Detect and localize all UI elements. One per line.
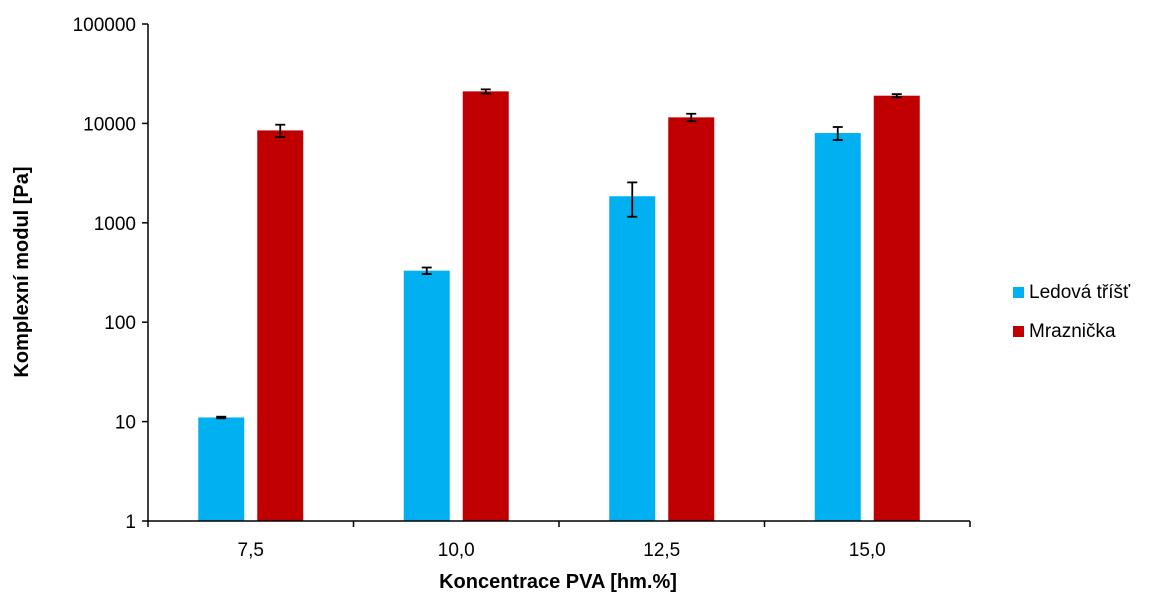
bar: [462, 91, 509, 521]
y-tick-label: 10: [115, 413, 136, 434]
legend-label-series-2: Mraznička: [1029, 321, 1116, 342]
bar: [814, 133, 861, 522]
bar: [198, 417, 245, 521]
plot-area: [198, 88, 920, 522]
legend: Ledová tříšť Mraznička: [1013, 282, 1131, 342]
y-tick-label: 100000: [73, 15, 136, 36]
error-bar: [275, 123, 286, 138]
y-tick-label: 1000: [94, 214, 136, 235]
error-bar: [480, 88, 491, 95]
x-tick-label: 10,0: [438, 540, 475, 561]
bar: [609, 196, 656, 521]
x-tick-label: 12,5: [643, 540, 680, 561]
bar: [668, 117, 715, 521]
legend-swatch-series-1: [1013, 287, 1024, 298]
x-tick-label: 7,5: [238, 540, 264, 561]
error-bar: [686, 112, 697, 123]
error-bar: [891, 93, 902, 99]
y-axis-title: Komplexní modul [Pa]: [11, 166, 33, 377]
y-tick-label: 1: [125, 512, 136, 533]
y-axis: 1 10 100 1000 10000 100000: [73, 15, 149, 533]
legend-label-series-1: Ledová tříšť: [1029, 282, 1131, 303]
y-tick-label: 10000: [83, 114, 136, 135]
y-tick-label: 100: [104, 313, 136, 334]
bar: [873, 95, 920, 521]
x-tick-label: 15,0: [849, 540, 886, 561]
error-bar: [627, 181, 638, 218]
legend-swatch-series-2: [1013, 326, 1024, 337]
error-bar: [421, 266, 432, 275]
bar: [403, 270, 450, 521]
error-bar: [832, 126, 843, 141]
x-axis-title: Koncentrace PVA [hm.%]: [439, 571, 677, 593]
error-bar: [216, 415, 227, 420]
x-axis: 7,5 10,0 12,5 15,0: [147, 520, 971, 561]
bar: [257, 130, 304, 521]
